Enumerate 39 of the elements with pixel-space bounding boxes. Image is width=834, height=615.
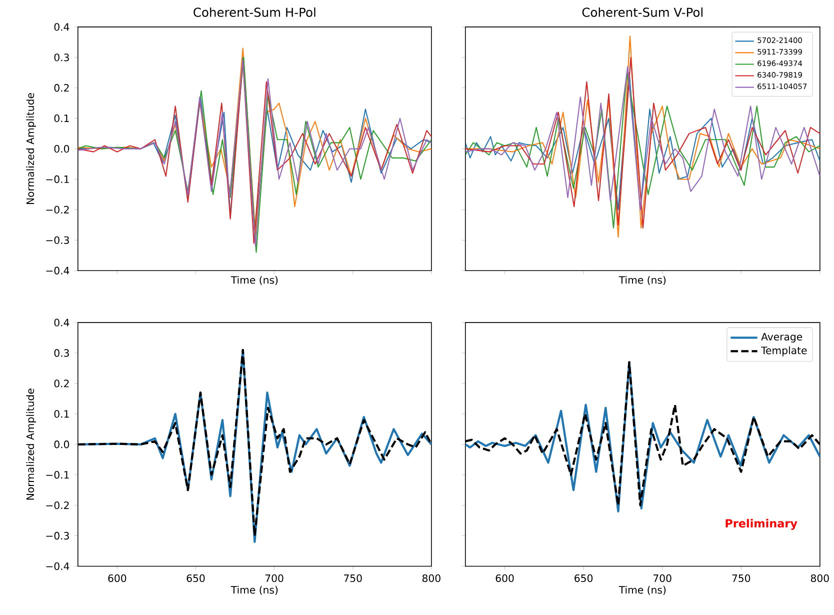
annotation: Preliminary xyxy=(726,518,798,530)
y-tick-label: 0.3 xyxy=(54,54,69,62)
x-tick-label: 800 xyxy=(422,574,440,582)
x-tick-label: 700 xyxy=(265,574,284,582)
x-tick-label: 650 xyxy=(186,574,205,582)
y-tick-label: 0.2 xyxy=(54,84,69,92)
y-tick-label: −0.2 xyxy=(46,501,69,510)
y-tick-label: 0.3 xyxy=(54,349,69,357)
y-axis-title: Normalized Amplitude xyxy=(26,92,36,204)
x-tick-label: 600 xyxy=(108,574,126,582)
y-tick-label: −0.2 xyxy=(46,206,69,214)
legend-label: Average xyxy=(761,332,802,342)
y-tick-label: 0.1 xyxy=(54,114,69,122)
y-tick-label: −0.4 xyxy=(46,266,70,274)
y-tick-label: 0.2 xyxy=(54,380,69,388)
x-axis-title: Time (ns) xyxy=(618,276,666,285)
y-tick-label: 0.4 xyxy=(54,23,70,31)
x-tick-label: 800 xyxy=(810,574,829,582)
y-tick-label: 0.0 xyxy=(54,440,70,448)
x-axis-title: Time (ns) xyxy=(230,276,278,285)
y-tick-label: −0.1 xyxy=(46,470,69,479)
y-tick-label: −0.1 xyxy=(46,175,69,183)
x-tick-label: 700 xyxy=(654,574,672,582)
y-axis-title: Normalized Amplitude xyxy=(26,388,36,500)
x-tick-label: 750 xyxy=(344,574,362,582)
y-tick-label: −0.3 xyxy=(46,236,69,244)
y-tick-label: −0.3 xyxy=(46,532,69,540)
y-tick-label: −0.4 xyxy=(46,562,70,570)
x-axis-title: Time (ns) xyxy=(230,586,278,595)
y-tick-label: 0.1 xyxy=(54,410,69,418)
chart-title: Coherent-Sum H-Pol xyxy=(194,7,316,17)
x-axis-title: Time (ns) xyxy=(618,586,666,595)
x-tick-label: 750 xyxy=(732,574,750,582)
x-tick-label: 600 xyxy=(496,574,514,582)
x-tick-label: 650 xyxy=(574,574,593,582)
legend-label: Template xyxy=(761,346,807,356)
y-tick-label: 0.0 xyxy=(54,144,70,153)
chart-title: Coherent-Sum V-Pol xyxy=(582,7,702,17)
y-tick-label: 0.4 xyxy=(54,318,70,326)
